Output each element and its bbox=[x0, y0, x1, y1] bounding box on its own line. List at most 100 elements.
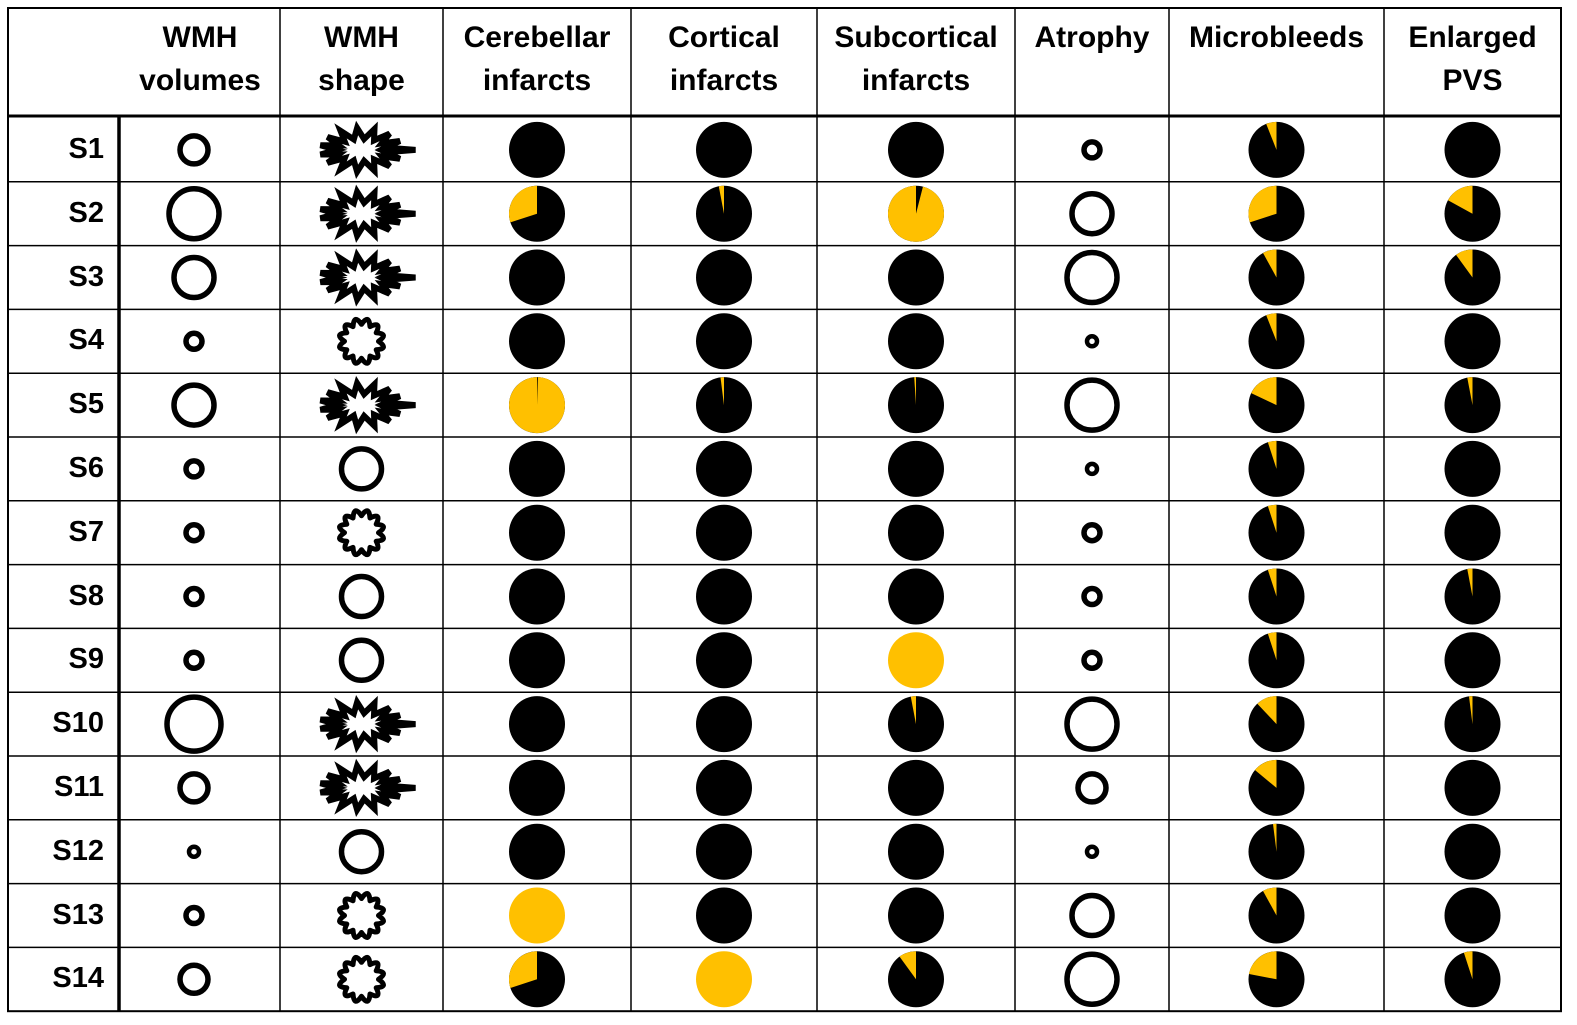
column-header-line: PVS bbox=[1442, 64, 1503, 97]
cloud-shape-icon bbox=[337, 508, 386, 558]
microbleeds-glyph bbox=[1248, 185, 1305, 242]
cerebellar-glyph bbox=[509, 568, 565, 625]
atrophy-glyph bbox=[1064, 377, 1120, 433]
pvs-glyph bbox=[1444, 440, 1501, 497]
table-row bbox=[171, 375, 1501, 435]
pvs-glyph bbox=[1444, 568, 1501, 625]
burst-shape-icon bbox=[319, 375, 416, 435]
atrophy-glyph bbox=[1069, 892, 1115, 939]
burst-shape-icon bbox=[319, 694, 416, 754]
pvs-glyph bbox=[1444, 313, 1501, 370]
atrophy-glyph bbox=[1081, 139, 1103, 161]
column-header-line: infarcts bbox=[482, 64, 592, 97]
cerebellar-glyph bbox=[509, 696, 565, 753]
row-label: S10 bbox=[52, 707, 104, 740]
cloud-shape-icon bbox=[337, 316, 386, 366]
cortical-glyph bbox=[696, 249, 752, 306]
wmh_volume-glyph bbox=[177, 133, 211, 167]
atrophy-glyph bbox=[1064, 951, 1120, 1008]
column-header-line: Cerebellar bbox=[463, 21, 611, 54]
row-label: S2 bbox=[68, 196, 104, 229]
cerebellar-glyph bbox=[509, 951, 565, 1008]
row-label: S6 bbox=[68, 451, 104, 484]
subcortical-glyph bbox=[888, 377, 944, 434]
atrophy-glyph bbox=[1075, 771, 1109, 805]
pvs-glyph bbox=[1444, 249, 1501, 306]
microbleeds-glyph bbox=[1248, 887, 1305, 944]
atrophy-glyph bbox=[1064, 696, 1120, 752]
cloud-shape-icon bbox=[337, 891, 386, 940]
microbleeds-glyph bbox=[1248, 440, 1305, 497]
subcortical-glyph bbox=[888, 568, 944, 625]
column-header-line: Enlarged bbox=[1408, 21, 1537, 54]
atrophy-glyph bbox=[1069, 190, 1115, 237]
table-grid bbox=[7, 7, 1562, 1013]
cortical-glyph bbox=[696, 823, 752, 880]
column-header-line: infarcts bbox=[669, 64, 779, 97]
pvs-glyph bbox=[1444, 185, 1501, 242]
pvs-glyph bbox=[1444, 823, 1501, 880]
microbleeds-glyph bbox=[1248, 759, 1305, 816]
column-header-line: Subcortical bbox=[834, 21, 998, 54]
wmh_volume-glyph bbox=[183, 458, 205, 480]
table-row bbox=[183, 632, 1501, 689]
wmh_volume-glyph bbox=[177, 771, 211, 805]
cerebellar-glyph bbox=[509, 313, 565, 370]
table-row bbox=[183, 568, 1501, 625]
column-header-line: infarcts bbox=[861, 64, 971, 97]
burst-shape-icon bbox=[319, 184, 416, 243]
column-header-line: WMH bbox=[324, 21, 399, 54]
table-row bbox=[183, 440, 1501, 497]
burst-shape-icon bbox=[319, 120, 416, 180]
cortical-glyph bbox=[696, 504, 752, 561]
atrophy-glyph bbox=[1081, 585, 1103, 608]
column-header-line: shape bbox=[318, 64, 405, 97]
cortical-glyph bbox=[696, 759, 752, 816]
subcortical-glyph bbox=[888, 887, 944, 944]
ring-shape-icon bbox=[338, 637, 385, 684]
row-label: S12 bbox=[52, 834, 104, 867]
table-row bbox=[177, 758, 1501, 818]
subcortical-glyph bbox=[888, 759, 944, 816]
cerebellar-glyph bbox=[509, 823, 565, 880]
ring-shape-icon bbox=[338, 828, 385, 875]
cerebellar-glyph bbox=[509, 249, 565, 306]
wmh_volume-glyph bbox=[183, 330, 205, 353]
microbleeds-glyph bbox=[1248, 121, 1305, 178]
wmh_volume-glyph bbox=[171, 382, 217, 428]
cerebellar-glyph bbox=[509, 759, 565, 816]
wmh_volume-glyph bbox=[183, 585, 205, 608]
pvs-glyph bbox=[1444, 696, 1501, 753]
cortical-glyph bbox=[696, 185, 752, 242]
atrophy-glyph bbox=[1084, 334, 1100, 349]
subcortical-glyph bbox=[888, 504, 944, 561]
subcortical-glyph bbox=[888, 249, 944, 306]
column-header-wmh_shape: WMH shape bbox=[280, 16, 443, 102]
table-row bbox=[177, 951, 1501, 1008]
wmh_volume-glyph bbox=[183, 649, 205, 672]
microbleeds-glyph bbox=[1248, 696, 1305, 753]
cortical-glyph bbox=[696, 121, 752, 178]
row-label: S3 bbox=[68, 260, 104, 293]
pvs-glyph bbox=[1444, 951, 1501, 1008]
column-header-line: WMH bbox=[162, 21, 238, 54]
row-label: S11 bbox=[54, 770, 104, 803]
cerebellar-glyph bbox=[509, 504, 565, 561]
pvs-glyph bbox=[1444, 632, 1501, 689]
cortical-glyph bbox=[696, 887, 752, 944]
row-label: S9 bbox=[68, 643, 104, 676]
cortical-glyph bbox=[696, 377, 752, 434]
row-label: S7 bbox=[68, 515, 104, 548]
subcortical-glyph bbox=[888, 696, 944, 753]
cortical-glyph bbox=[696, 440, 752, 497]
subcortical-glyph bbox=[888, 440, 944, 497]
subcortical-glyph bbox=[888, 313, 944, 370]
cerebellar-glyph bbox=[509, 377, 566, 434]
cerebellar-glyph bbox=[509, 121, 565, 178]
atrophy-glyph bbox=[1084, 461, 1100, 477]
column-header-line: Atrophy bbox=[1034, 21, 1150, 54]
microbleeds-glyph bbox=[1248, 823, 1305, 880]
column-header-pvs: Enlarged PVS bbox=[1384, 16, 1561, 102]
wmh_volume-glyph bbox=[177, 962, 211, 997]
column-header-subcortical: Subcortical infarcts bbox=[817, 16, 1015, 102]
